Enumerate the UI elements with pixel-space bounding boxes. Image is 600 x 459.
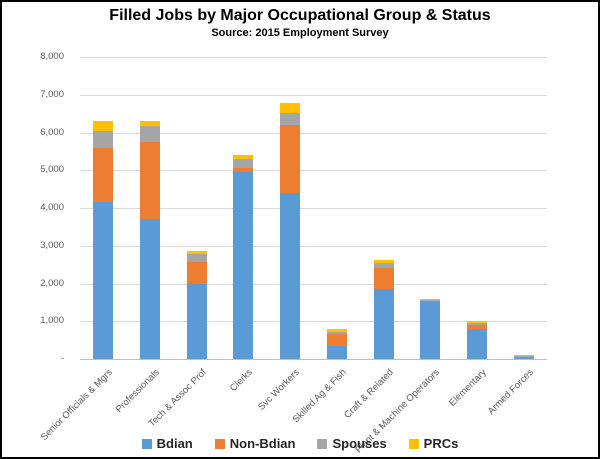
gridline bbox=[80, 170, 547, 172]
gridline bbox=[80, 321, 547, 323]
bar-tech-assoc-prof bbox=[186, 57, 207, 359]
bar-segment-non-bdian bbox=[280, 124, 301, 193]
legend-swatch bbox=[408, 438, 419, 449]
legend-label: Spouses bbox=[332, 436, 387, 451]
legend-label: PRCs bbox=[423, 436, 459, 451]
legend-item-spouses: Spouses bbox=[317, 436, 387, 451]
bar-svc-workers bbox=[280, 57, 301, 359]
bar-segment-prcs bbox=[513, 355, 534, 357]
x-axis-label: Professionals bbox=[113, 367, 162, 416]
bar-segment-bdian bbox=[373, 289, 394, 359]
bar-segment-non-bdian bbox=[233, 168, 254, 173]
bar-segment-non-bdian bbox=[93, 147, 114, 203]
bar-segment-non-bdian bbox=[140, 141, 161, 220]
chart-subtitle: Source: 2015 Employment Survey bbox=[211, 27, 389, 39]
bar-segment-spouses bbox=[373, 262, 394, 269]
y-axis-tick-label: 5,000 bbox=[40, 164, 64, 176]
bar-skilled-ag-fish bbox=[326, 57, 347, 359]
x-axis-label: Elementary bbox=[446, 367, 489, 409]
y-axis-tick-label: 6,000 bbox=[40, 126, 64, 138]
bar-segment-bdian bbox=[420, 302, 441, 359]
bar-senior-officials-mgrs bbox=[93, 57, 114, 359]
x-axis-label: Armed Forces bbox=[485, 367, 536, 417]
bar-segment-bdian bbox=[233, 172, 254, 359]
bar-segment-non-bdian bbox=[373, 268, 394, 290]
bar-segment-spouses bbox=[233, 158, 254, 169]
bar-segment-prcs bbox=[326, 328, 347, 332]
bar-segment-spouses bbox=[140, 126, 161, 142]
y-axis-tick-label: 4,000 bbox=[40, 202, 64, 213]
bar-segment-prcs bbox=[233, 155, 254, 159]
bar-segment-bdian bbox=[280, 192, 301, 359]
x-axis-label: Senior Officials & Mgrs bbox=[39, 367, 116, 443]
gridline bbox=[80, 132, 547, 134]
bar-armed-forces bbox=[513, 57, 534, 359]
bar-segment-bdian bbox=[513, 357, 534, 359]
legend-item-prcs: PRCs bbox=[408, 436, 459, 451]
bar-segment-spouses bbox=[186, 254, 207, 262]
bar-elementary bbox=[466, 57, 487, 359]
gridline bbox=[80, 245, 547, 247]
bar-segment-prcs bbox=[93, 121, 114, 131]
x-axis-label: Clerks bbox=[228, 367, 256, 394]
legend-label: Non-Bdian bbox=[229, 436, 296, 451]
bar-craft-related bbox=[373, 57, 394, 359]
bar-segment-prcs bbox=[373, 260, 394, 263]
gridline bbox=[80, 359, 547, 360]
bar-clerks bbox=[233, 57, 254, 359]
gridline bbox=[80, 283, 547, 285]
bar-segment-non-bdian bbox=[420, 300, 441, 303]
bar-segment-bdian bbox=[140, 219, 161, 359]
bar-segment-non-bdian bbox=[513, 356, 534, 358]
legend-item-non-bdian: Non-Bdian bbox=[214, 436, 296, 451]
bar-segment-prcs bbox=[420, 298, 441, 300]
bar-segment-prcs bbox=[466, 321, 487, 323]
y-axis-tick-label: 3,000 bbox=[40, 239, 64, 251]
gridline bbox=[80, 94, 547, 96]
y-axis-tick-label: 8,000 bbox=[40, 51, 64, 62]
bar-segment-spouses bbox=[280, 112, 301, 125]
bar-segment-spouses bbox=[466, 322, 487, 325]
bar-segment-bdian bbox=[466, 328, 487, 359]
bar-segment-spouses bbox=[326, 331, 347, 335]
chart-title: Filled Jobs by Major Occupational Group … bbox=[109, 7, 491, 24]
legend-swatch bbox=[317, 438, 328, 449]
y-axis-tick-label: 1,000 bbox=[40, 315, 64, 327]
bar-segment-prcs bbox=[140, 120, 161, 127]
legend-swatch bbox=[214, 438, 225, 449]
x-axis-label: Svc Workers bbox=[256, 367, 302, 413]
bar-segment-non-bdian bbox=[466, 324, 487, 329]
y-axis-tick-label: 7,000 bbox=[40, 88, 64, 100]
bar-segment-spouses bbox=[93, 130, 114, 148]
gridline bbox=[80, 57, 547, 58]
gridline bbox=[80, 208, 547, 209]
bar-segment-spouses bbox=[420, 299, 441, 301]
bar-segment-bdian bbox=[326, 345, 347, 359]
bar-segment-bdian bbox=[93, 202, 114, 359]
legend-swatch bbox=[141, 438, 152, 449]
bar-segment-non-bdian bbox=[326, 334, 347, 346]
legend-item-bdian: Bdian bbox=[141, 436, 193, 451]
bar-segment-prcs bbox=[186, 251, 207, 255]
y-axis-tick-label: - bbox=[60, 353, 64, 364]
bar-segment-prcs bbox=[280, 103, 301, 113]
y-axis-tick-label: 2,000 bbox=[40, 277, 64, 289]
legend: Bdian Non-Bdian Spouses PRCs bbox=[2, 436, 598, 451]
bar-plant-machine-operators bbox=[420, 57, 441, 359]
bar-segment-non-bdian bbox=[186, 261, 207, 284]
bar-segment-bdian bbox=[186, 283, 207, 359]
bar-professionals bbox=[140, 57, 161, 359]
legend-label: Bdian bbox=[156, 436, 193, 451]
plot-area bbox=[80, 57, 547, 360]
